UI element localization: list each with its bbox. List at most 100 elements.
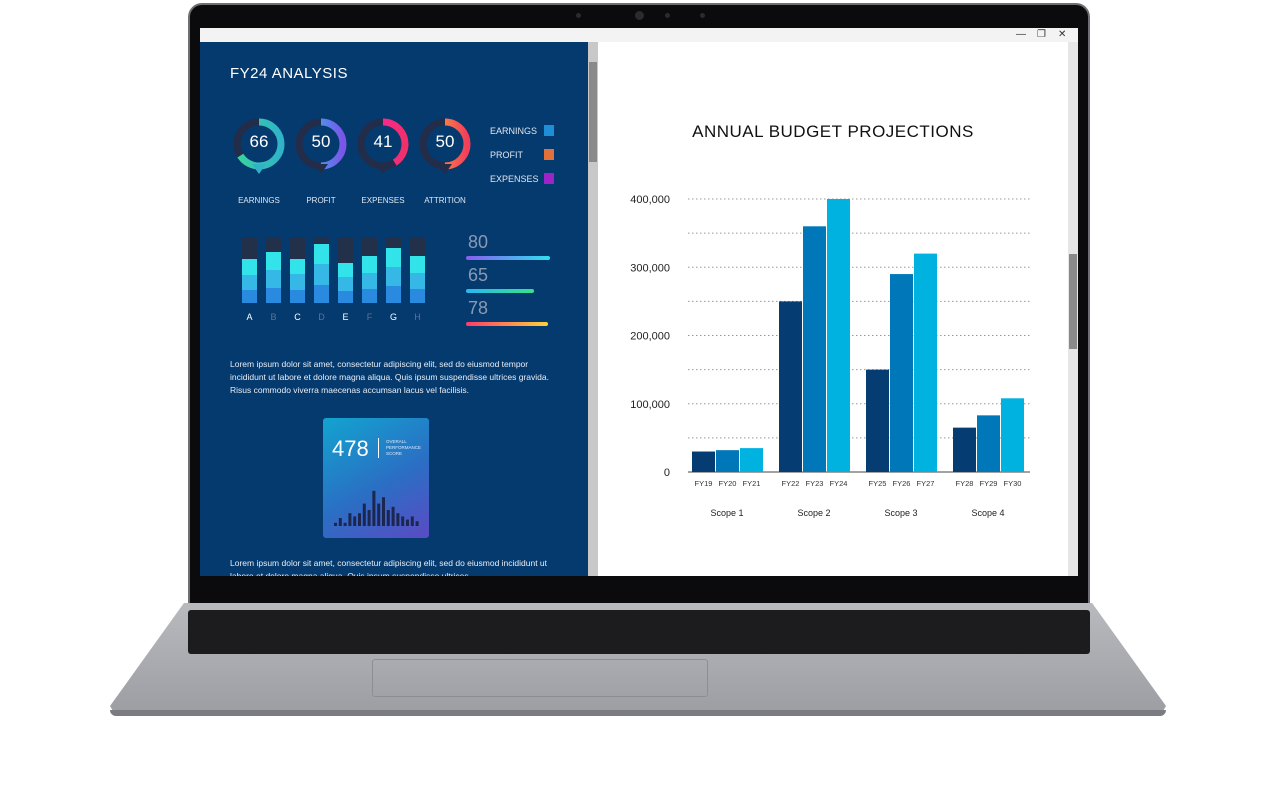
bar-segment [314,285,329,303]
x-tick-label: FY29 [980,479,998,488]
bar-segment [290,258,305,275]
bar-segment [290,289,305,303]
group-label: Scope 4 [971,508,1004,518]
bar-FY30 [1001,398,1024,472]
panel-title: FY24 ANALYSIS [230,65,348,82]
progress-bar [466,322,548,326]
window-titlebar: — ❐ ✕ [200,28,1078,42]
mini-bar-label: F [366,312,373,322]
right-scrollbar[interactable] [1068,42,1078,576]
group-label: Scope 3 [884,508,917,518]
progress-value: 78 [468,298,489,318]
bar-segment [410,288,425,303]
spark-bar [377,503,381,526]
bar-segment [410,256,425,273]
minimize-button[interactable]: — [1016,29,1026,40]
donut-label: EXPENSES [361,196,405,205]
x-tick-label: FY28 [956,479,974,488]
mini-bar-label: E [342,312,349,322]
bar-segment [362,256,377,273]
bar-FY29 [977,415,1000,472]
bar-segment [386,247,401,267]
bar-FY20 [716,450,739,472]
donut-label: EARNINGS [238,196,280,205]
x-tick-label: FY30 [1004,479,1022,488]
spark-bar [367,510,371,526]
progress-value: 80 [468,232,489,252]
donut-expenses: 41 [356,117,410,187]
scrollbar-thumb[interactable] [589,62,597,162]
bar-FY28 [953,427,976,472]
chart-title: ANNUAL BUDGET PROJECTIONS [692,122,974,141]
bar-FY23 [803,226,826,472]
donut-value: 50 [435,132,455,151]
donut-value: 66 [249,132,269,151]
spark-bar [343,522,347,526]
mini-bar-label: C [294,312,301,322]
spark-bar [362,503,366,526]
scrollbar-thumb[interactable] [1069,254,1077,349]
donut-pointer [376,164,390,174]
mini-bar-D [314,237,329,303]
bar-FY25 [866,369,889,472]
restore-button[interactable]: ❐ [1037,29,1046,40]
x-tick-label: FY23 [806,479,824,488]
bar-segment [386,266,401,287]
donut-profit: 50 [294,117,348,187]
x-tick-label: FY25 [869,479,887,488]
donut-label: PROFIT [306,196,336,205]
divider [378,438,379,458]
y-tick-label: 200,000 [630,331,670,343]
bar-segment [266,269,281,288]
bar-segment [314,243,329,265]
bar-FY21 [740,448,763,472]
bar-FY19 [692,451,715,472]
bar-segment [410,272,425,289]
group-label: Scope 2 [797,508,830,518]
x-tick-label: FY22 [782,479,800,488]
x-tick-label: FY27 [917,479,935,488]
donut-earnings: 66 [232,117,286,187]
budget-chart-panel: ANNUAL BUDGET PROJECTIONS 0 100,000 200,00… [598,42,1068,576]
spark-bar [396,513,400,526]
left-scrollbar[interactable] [588,42,598,576]
spark-bar [372,490,376,526]
progress-bar [466,256,550,260]
score-sparkbars [334,490,419,526]
bar-segment [386,286,401,303]
x-tick-label: FY24 [830,479,848,488]
spark-bar [401,516,405,526]
y-tick-label: 400,000 [630,194,670,206]
spark-bar [338,518,342,526]
donut-pointer [438,164,452,174]
close-button[interactable]: ✕ [1058,29,1067,40]
touchpad [372,659,708,697]
legend-label: EXPENSES [490,174,539,184]
legend-swatch [544,173,554,184]
donut-value: 50 [311,132,331,151]
spark-bar [358,513,361,526]
fy24-analysis-panel: FY24 ANALYSIS 66 EARNINGS 50 PROFIT 41 EXPENS… [200,42,588,576]
spark-bar [415,521,419,526]
spark-bar [391,506,395,526]
bar-segment [242,259,257,275]
x-tick-label: FY21 [743,479,761,488]
mini-bar-F [362,237,377,303]
y-tick-label: 0 [664,467,670,479]
bar-FY26 [890,274,913,472]
score-label: OVERALL PERFORMANCE SCORE [386,439,422,456]
mini-bar-H [410,237,425,303]
donut-pointer [314,164,328,174]
sensor-dot [665,13,670,18]
bar-segment [338,276,353,291]
bar-FY22 [779,301,802,472]
spark-bar [386,510,390,526]
mini-bar-label: B [270,312,277,322]
bar-segment [314,264,329,286]
mini-bar-label: G [389,312,397,322]
bar-segment [266,251,281,270]
spark-bar [353,516,357,526]
bar-segment [338,290,353,303]
mini-bar-B [266,237,281,303]
performance-score-card: 478 OVERALL PERFORMANCE SCORE [323,418,429,538]
